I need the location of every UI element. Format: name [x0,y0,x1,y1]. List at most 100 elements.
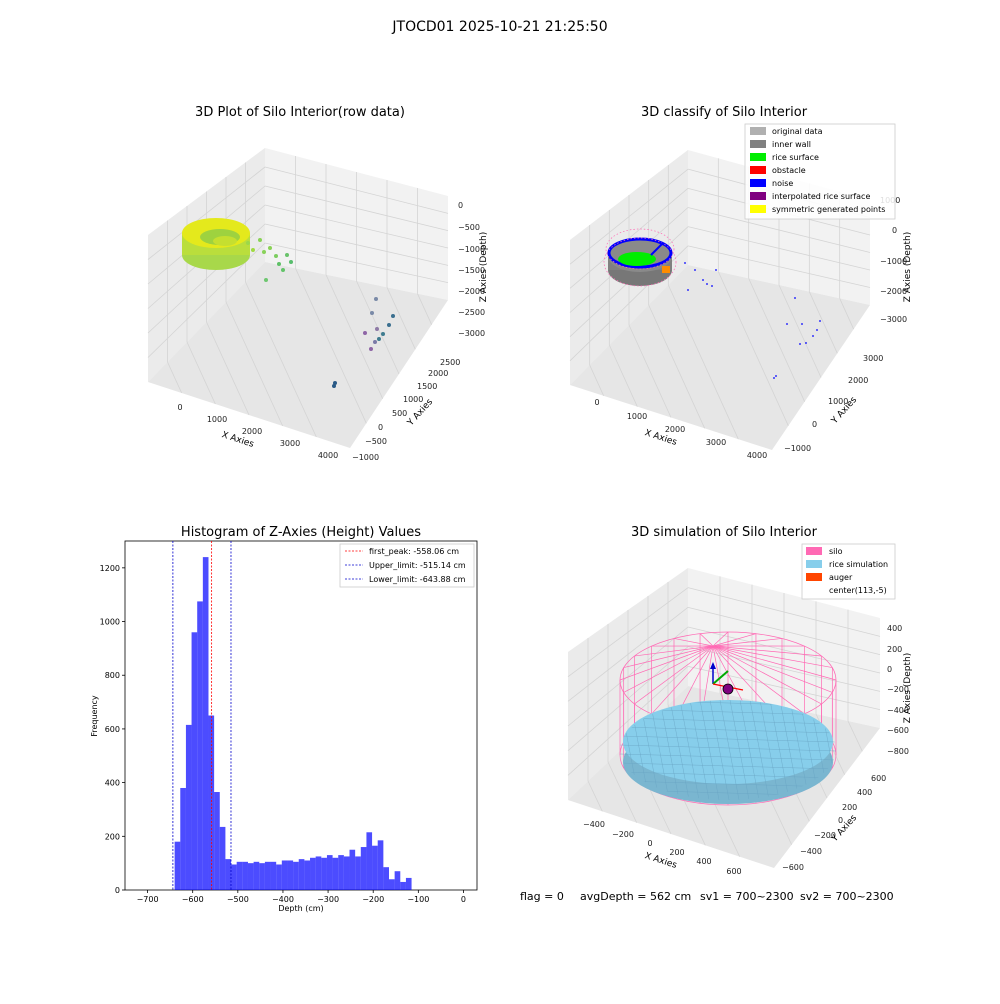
raw-point [387,323,391,327]
raw-x-tick: 2000 [242,427,262,436]
legend-swatch-noise [750,179,766,187]
histogram-bar [304,860,310,890]
raw-point [391,314,395,318]
classify-y-tick: 0 [812,420,817,429]
raw-z-tick: −3000 [458,329,485,338]
classify-y-tick: −1000 [784,444,811,453]
raw-point [281,268,285,272]
legend-label-center: center(113,-5) [829,586,887,595]
legend-first-peak: first_peak: -558.06 cm [369,547,459,556]
classify-z-tick: 0 [892,226,897,235]
raw-y-tick: 0 [378,423,383,432]
histogram-bar [400,882,406,890]
histogram-bar [406,878,412,890]
histogram-x-tick-label: −500 [227,895,249,904]
raw-y-tick: 1500 [417,382,437,391]
simulation-x-tick: 0 [647,839,652,848]
raw-point [377,337,381,341]
status-footer: flag = 0 avgDepth = 562 cm sv1 = 700~230… [520,890,894,903]
raw-point [274,254,278,258]
histogram-bar [287,860,293,890]
histogram-bar [180,788,186,890]
noise-point [687,289,689,291]
noise-point [816,329,818,331]
rice-surface-patch [618,252,656,266]
simulation-z-tick: 0 [887,665,892,674]
raw-point [373,340,377,344]
depth-histogram: Histogram of Z-Axies (Height) Values −70… [90,525,477,913]
histogram-y-tick-label: 0 [115,886,120,895]
histogram-bar [338,855,344,890]
simulation-z-tick: 200 [887,645,902,654]
histogram-x-tick-label: −300 [317,895,339,904]
raw-y-tick: −1000 [352,453,379,462]
histogram-bar [327,855,333,890]
raw-x-tick: 3000 [280,439,300,448]
raw-point [262,250,266,254]
legend-swatch-rice-surface [750,153,766,161]
simulation-x-tick: 600 [726,867,741,876]
histogram-y-tick-label: 600 [105,725,120,734]
histogram-bar [355,856,361,890]
histogram-bar [265,862,271,890]
simulation-z-tick: −600 [887,726,909,735]
histogram-bar [344,856,350,890]
raw-x-tick: 0 [177,403,182,412]
legend-label-rice-simulation: rice simulation [829,560,888,569]
raw-z-tick: 0 [458,201,463,210]
noise-point [775,375,777,377]
legend-swatch-rice-simulation [806,560,822,568]
sv2-text: sv2 = 700~2300 [800,890,894,903]
histogram-bar [395,871,401,890]
histogram-x-tick-label: −700 [137,895,159,904]
raw-point [374,297,378,301]
simulation-y-axis-label: Y Axies [829,813,859,845]
noise-point [706,283,708,285]
noise-point [819,320,821,322]
noise-point [694,269,696,271]
simulation-z-tick: −800 [887,747,909,756]
histogram-bar [383,867,389,890]
histogram-bar [242,862,248,890]
histogram-y-tick-label: 400 [105,779,120,788]
histogram-bar [293,862,299,890]
histogram-bar [248,863,254,890]
histogram-bar [231,864,237,890]
classify-y-tick: 3000 [863,354,883,363]
legend-label-symmetric: symmetric generated points [772,205,885,214]
legend-label-original: original data [772,127,823,136]
histogram-bar [220,827,226,890]
simulation-x-tick: −200 [612,830,634,839]
legend-swatch-interpolated [750,192,766,200]
raw-point [369,347,373,351]
legend-label-silo: silo [829,547,843,556]
raw-z-tick: −2500 [458,308,485,317]
noise-point [684,262,686,264]
histogram-title: Histogram of Z-Axies (Height) Values [181,525,421,540]
histogram-bar [225,859,231,890]
legend-swatch-silo [806,547,822,555]
histogram-y-tick-label: 1000 [100,618,120,627]
classify-z-axis-label: Z Axies (Depth) [903,232,913,303]
figure-title: JTOCD01 2025-10-21 21:25:50 [391,19,607,35]
raw-x-tick: 1000 [207,415,227,424]
histogram-bar [321,858,327,890]
classify-x-tick: 4000 [747,451,767,460]
raw-y-tick: −500 [365,437,387,446]
raw-point [264,278,268,282]
histogram-legend: first_peak: -558.06 cm Upper_limit: -515… [340,544,474,587]
legend-lower-limit: Lower_limit: -643.88 cm [369,575,466,584]
legend-label-interpolated: interpolated rice surface [772,192,870,201]
sv1-text: sv1 = 700~2300 [700,890,794,903]
simulation-y-tick: 600 [871,774,886,783]
raw-point [258,238,262,242]
raw-point [381,332,385,336]
auger-center-dot [723,684,733,694]
histogram-plot-area [125,541,477,890]
simulation-y-tick: 200 [842,803,857,812]
raw-ring-inner-floor [213,236,237,246]
raw-y-tick: 500 [392,409,407,418]
histogram-bar [372,846,378,890]
